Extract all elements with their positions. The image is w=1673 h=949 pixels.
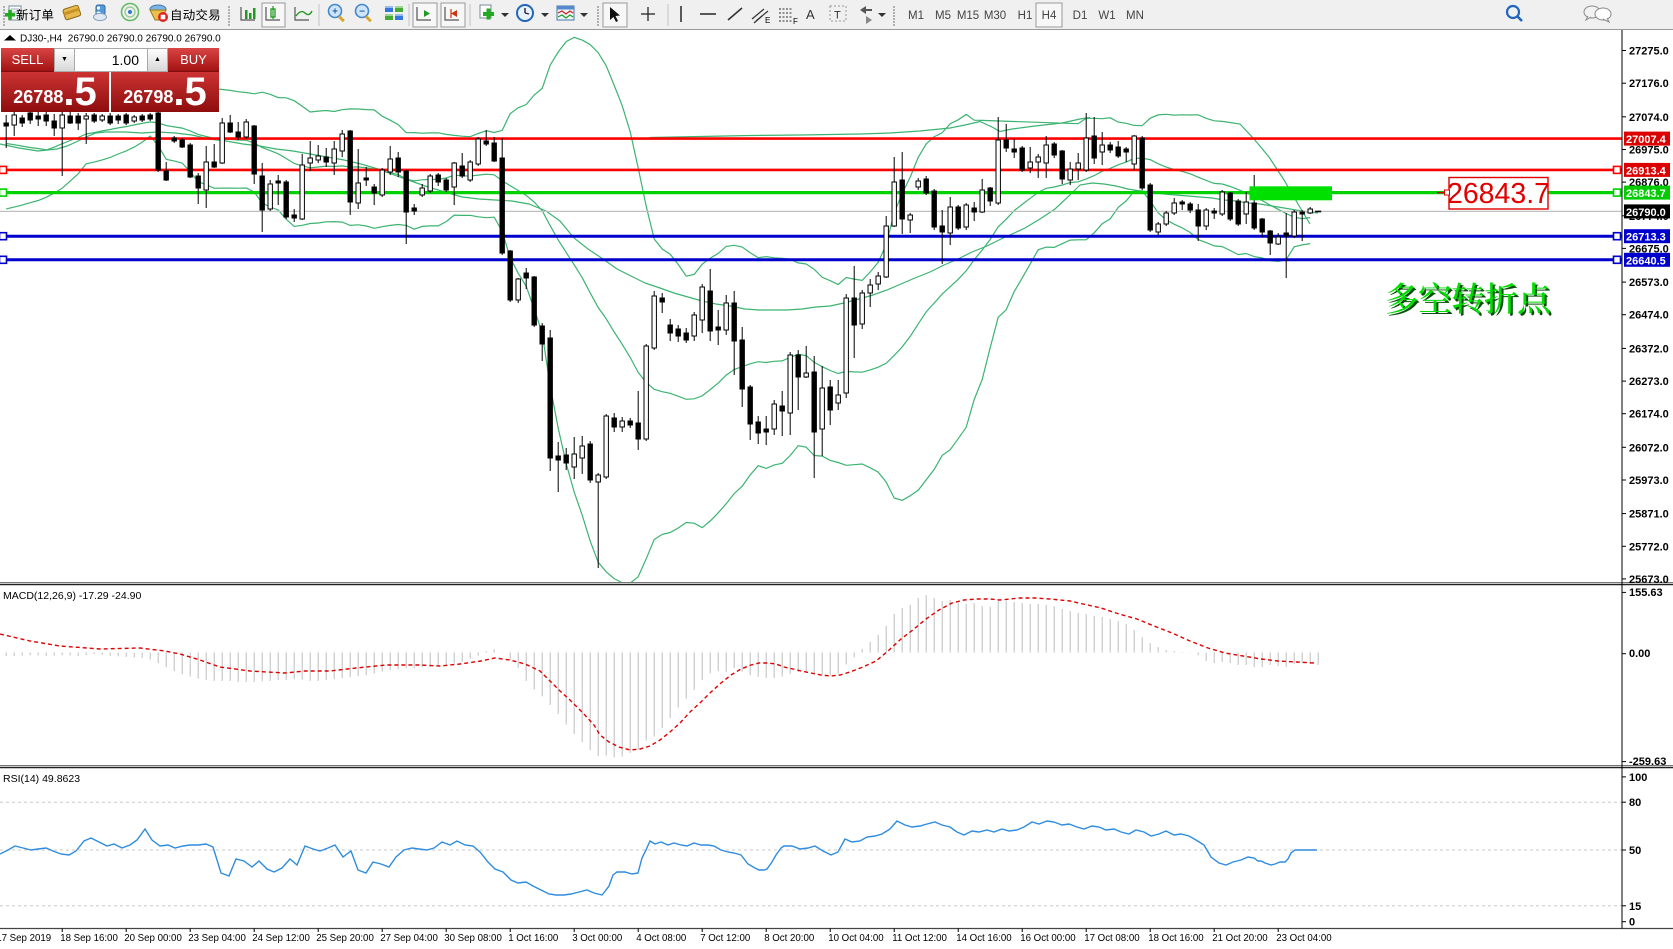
svg-text:26975.0: 26975.0 bbox=[1629, 145, 1669, 157]
svg-text:MN: MN bbox=[1126, 10, 1144, 22]
svg-text:30 Sep 08:00: 30 Sep 08:00 bbox=[444, 933, 502, 944]
svg-text:0: 0 bbox=[1629, 917, 1635, 929]
svg-text:M15: M15 bbox=[957, 10, 979, 22]
svg-text:26713.3: 26713.3 bbox=[1626, 232, 1666, 244]
svg-text:27 Sep 04:00: 27 Sep 04:00 bbox=[380, 933, 438, 944]
svg-text:25772.0: 25772.0 bbox=[1629, 541, 1669, 553]
svg-text:4 Oct 08:00: 4 Oct 08:00 bbox=[636, 933, 687, 944]
svg-text:7 Oct 12:00: 7 Oct 12:00 bbox=[700, 933, 751, 944]
svg-text:50: 50 bbox=[1629, 845, 1641, 857]
svg-text:25673.0: 25673.0 bbox=[1629, 574, 1669, 586]
svg-text:26273.0: 26273.0 bbox=[1629, 376, 1669, 388]
svg-text:11 Oct 12:00: 11 Oct 12:00 bbox=[892, 933, 947, 944]
svg-text:−: − bbox=[359, 7, 365, 18]
svg-text:20 Sep 00:00: 20 Sep 00:00 bbox=[124, 933, 182, 944]
svg-text:18 Oct 16:00: 18 Oct 16:00 bbox=[1148, 933, 1204, 944]
svg-text:H1: H1 bbox=[1018, 10, 1033, 22]
svg-text:100: 100 bbox=[1629, 772, 1647, 784]
svg-text:0.00: 0.00 bbox=[1629, 648, 1650, 660]
svg-text:17 Sep 2019: 17 Sep 2019 bbox=[0, 933, 51, 944]
svg-text:26790.0: 26790.0 bbox=[1626, 207, 1666, 219]
svg-text:17 Oct 08:00: 17 Oct 08:00 bbox=[1084, 933, 1140, 944]
svg-text:23 Sep 04:00: 23 Sep 04:00 bbox=[188, 933, 246, 944]
svg-text:25973.0: 25973.0 bbox=[1629, 475, 1669, 487]
svg-text:24 Sep 12:00: 24 Sep 12:00 bbox=[252, 933, 310, 944]
svg-text:M1: M1 bbox=[908, 10, 924, 22]
svg-text:27275.0: 27275.0 bbox=[1629, 46, 1669, 58]
svg-text:23 Oct 04:00: 23 Oct 04:00 bbox=[1276, 933, 1332, 944]
svg-text:27007.4: 27007.4 bbox=[1626, 134, 1667, 146]
svg-text:15: 15 bbox=[1629, 901, 1641, 913]
svg-text:3 Oct 00:00: 3 Oct 00:00 bbox=[572, 933, 623, 944]
svg-text:+: + bbox=[332, 7, 338, 18]
svg-text:26640.5: 26640.5 bbox=[1626, 255, 1666, 267]
svg-text:MACD(12,26,9) -17.29 -24.90: MACD(12,26,9) -17.29 -24.90 bbox=[3, 590, 141, 602]
svg-text:8 Oct 20:00: 8 Oct 20:00 bbox=[764, 933, 815, 944]
svg-text:27176.0: 27176.0 bbox=[1629, 78, 1669, 90]
svg-text:25871.0: 25871.0 bbox=[1629, 509, 1669, 521]
svg-text:26474.0: 26474.0 bbox=[1629, 310, 1669, 322]
svg-text:10 Oct 04:00: 10 Oct 04:00 bbox=[828, 933, 884, 944]
svg-text:T: T bbox=[834, 10, 841, 22]
svg-text:80: 80 bbox=[1629, 797, 1641, 809]
svg-text:26913.4: 26913.4 bbox=[1626, 165, 1667, 177]
svg-text:M30: M30 bbox=[984, 10, 1006, 22]
svg-text:21 Oct 20:00: 21 Oct 20:00 bbox=[1212, 933, 1268, 944]
svg-text:W1: W1 bbox=[1098, 10, 1115, 22]
svg-text:DJ30-,H4 26790.0 26790.0 2679: DJ30-,H4 26790.0 26790.0 26790.0 26790.0 bbox=[20, 34, 221, 45]
svg-text:26843.7: 26843.7 bbox=[1447, 178, 1550, 210]
svg-text:1 Oct 16:00: 1 Oct 16:00 bbox=[508, 933, 559, 944]
svg-text:F: F bbox=[793, 17, 798, 26]
svg-text:26843.7: 26843.7 bbox=[1626, 188, 1666, 200]
svg-text:D1: D1 bbox=[1073, 10, 1088, 22]
svg-text:E: E bbox=[765, 16, 770, 25]
svg-text:M5: M5 bbox=[935, 10, 951, 22]
svg-text:26174.0: 26174.0 bbox=[1629, 409, 1669, 421]
svg-text:14 Oct 16:00: 14 Oct 16:00 bbox=[956, 933, 1012, 944]
svg-text:26675.0: 26675.0 bbox=[1629, 243, 1669, 255]
svg-text:-259.63: -259.63 bbox=[1629, 756, 1666, 768]
svg-text:A: A bbox=[806, 7, 815, 22]
svg-text:26072.0: 26072.0 bbox=[1629, 442, 1669, 454]
svg-text:16 Oct 00:00: 16 Oct 00:00 bbox=[1020, 933, 1076, 944]
svg-text:H4: H4 bbox=[1042, 10, 1057, 22]
svg-text:26372.0: 26372.0 bbox=[1629, 343, 1669, 355]
svg-text:155.63: 155.63 bbox=[1629, 587, 1663, 599]
svg-text:27074.0: 27074.0 bbox=[1629, 112, 1669, 124]
svg-text:26573.0: 26573.0 bbox=[1629, 277, 1669, 289]
svg-text:25 Sep 20:00: 25 Sep 20:00 bbox=[316, 933, 374, 944]
svg-text:RSI(14) 49.8623: RSI(14) 49.8623 bbox=[3, 773, 80, 785]
svg-text:18 Sep 16:00: 18 Sep 16:00 bbox=[60, 933, 118, 944]
